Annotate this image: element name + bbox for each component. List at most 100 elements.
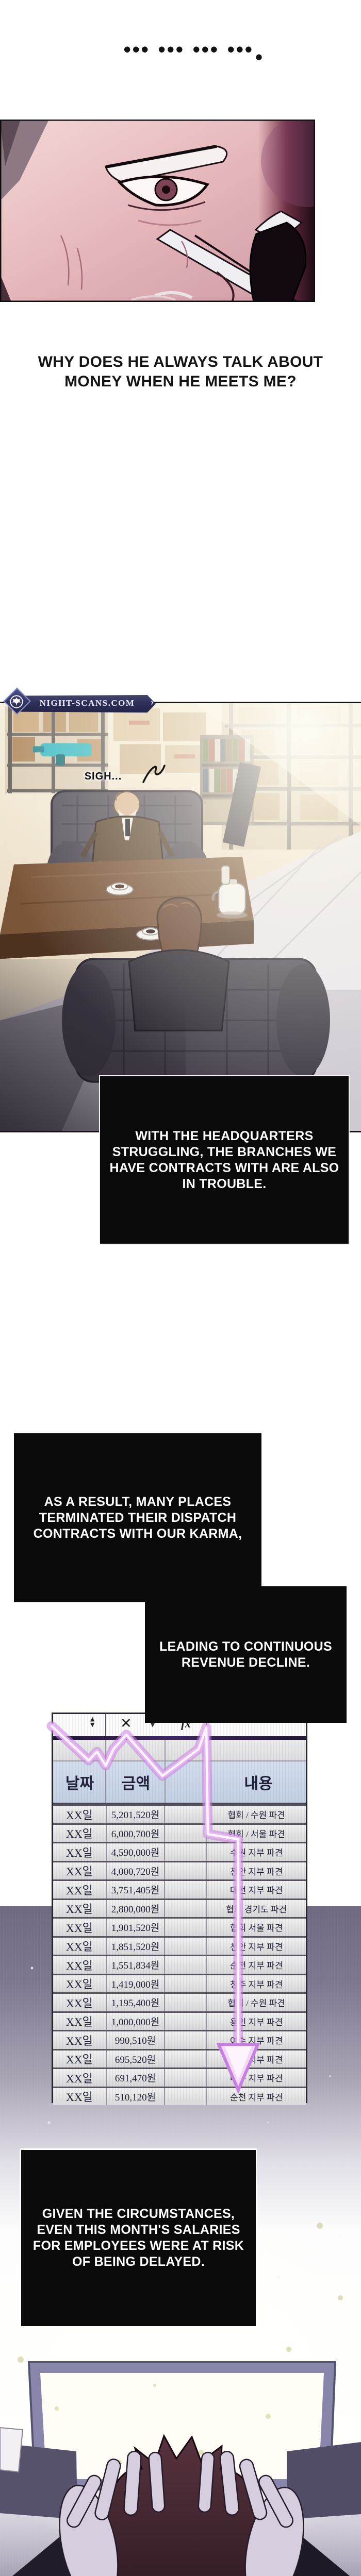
cell-date: XX일 xyxy=(65,1959,93,1972)
banner-chevron-icon: › xyxy=(151,697,154,707)
cell-date: XX일 xyxy=(65,1940,93,1954)
cell-empty xyxy=(164,2050,206,2067)
cell-empty xyxy=(164,1843,206,1861)
cell-amount: 695,520원 xyxy=(105,2050,165,2067)
cell-date: XX일 xyxy=(65,2091,93,2104)
narration-text-1: WITH THE HEADQUARTERS STRUGGLING, THE BR… xyxy=(109,1128,339,1191)
sheet-body: XX일 5,201,520원 협회 / 수원 파견 XX일 6,000,700원 협회 /… xyxy=(53,1804,306,2105)
cancel-icon: ✕ xyxy=(120,1716,132,1732)
eyepatch xyxy=(249,222,307,302)
cell-amount: 990,510원 xyxy=(105,2031,165,2049)
cell-empty xyxy=(164,1937,206,1955)
eye xyxy=(117,175,209,226)
cell-amount: 1,195,400원 xyxy=(105,1994,165,2011)
table-row: XX일 4,590,000원 수원 지부 파견 xyxy=(53,1842,306,1861)
spinner-icons: ▲ ▼ xyxy=(90,1716,94,1727)
table-row: XX일 691,470원 대구 지부 파견 xyxy=(53,2067,306,2087)
cell-amount: 1,551,834원 xyxy=(105,1956,165,1974)
narration-text-3: LEADING TO CONTINUOUS REVENUE DECLINE. xyxy=(159,1639,332,1670)
cell-date: XX일 xyxy=(65,1808,93,1822)
table-row: XX일 1,195,400원 협회 / 수원 파견 xyxy=(53,1992,306,2011)
scanlation-banner: NIGHT-SCANS.COM › xyxy=(3,687,158,717)
cell-empty xyxy=(164,1824,206,1842)
toolbar-separator xyxy=(105,1714,106,1736)
cell-amount: 2,800,000원 xyxy=(105,1900,165,1917)
cell-date: XX일 xyxy=(65,2034,93,2047)
dropdown-icon: ▼ xyxy=(150,1721,155,1728)
cell-empty xyxy=(164,1919,206,1936)
narration-box-4: GIVEN THE CIRCUMSTANCES, EVEN THIS MONTH… xyxy=(20,2148,257,2328)
cell-desc: 천안 지부 파견 xyxy=(206,1862,306,1879)
cell-empty xyxy=(164,2069,206,2087)
cell-amount: 1,000,000원 xyxy=(105,2012,165,2030)
cell-desc: 순천 지부 파견 xyxy=(206,1956,306,1974)
cell-date: XX일 xyxy=(65,2015,93,2029)
cell-empty xyxy=(164,2088,206,2105)
narration-box-1: WITH THE HEADQUARTERS STRUGGLING, THE BR… xyxy=(99,1075,350,1245)
cell-desc: 순천 지부 파견 xyxy=(206,2088,306,2105)
table-row: XX일 5,201,520원 협회 / 수원 파견 xyxy=(53,1804,306,1823)
narration-text-4: GIVEN THE CIRCUMSTANCES, EVEN THIS MONTH… xyxy=(32,2207,244,2269)
cell-empty xyxy=(164,1900,206,1917)
cell-date: XX일 xyxy=(65,2053,93,2066)
cell-desc: 대전 지부 파견 xyxy=(206,1881,306,1899)
monitor-scene-art xyxy=(0,1967,361,2576)
header-amount: 금액 xyxy=(121,1775,151,1792)
cell-amount: 691,470원 xyxy=(105,2069,165,2087)
spinner-up-icon: ▲ xyxy=(90,1716,95,1722)
cell-amount: 3,751,405원 xyxy=(105,1881,165,1899)
sigh-squiggle-icon xyxy=(142,765,166,783)
cell-desc: 천안 지부 파견 xyxy=(206,1937,306,1955)
narration-text-2: AS A RESULT, MANY PLACES TERMINATED THEI… xyxy=(33,1494,242,1541)
cell-date: XX일 xyxy=(65,2072,93,2085)
table-row: XX일 1,551,834원 순천 지부 파견 xyxy=(53,1955,306,1974)
table-row: XX일 510,120원 순천 지부 파견 xyxy=(53,2086,306,2105)
narration-box-2: AS A RESULT, MANY PLACES TERMINATED THEI… xyxy=(14,1433,261,1602)
cell-amount: 6,000,700원 xyxy=(105,1824,165,1842)
cell-date: XX일 xyxy=(65,1846,93,1859)
table-row: XX일 1,901,520원 협회 서울 파견 xyxy=(53,1917,306,1936)
sheet-darkbar xyxy=(53,1736,306,1740)
nose-shadow xyxy=(131,271,235,302)
ellipsis-period: ● xyxy=(255,52,262,61)
monitor xyxy=(27,2361,337,2490)
sigh-text: SIGH... xyxy=(84,771,122,782)
purple-glow xyxy=(261,120,315,207)
ellipsis-text: ●●● ●●● ●●● ●●● ● xyxy=(124,44,262,61)
table-row: XX일 3,751,405원 대전 지부 파견 xyxy=(53,1879,306,1899)
cell-desc: 수원 지부 파견 xyxy=(206,1843,306,1861)
header-date: 날짜 xyxy=(65,1775,94,1792)
cell-date: XX일 xyxy=(65,1903,93,1916)
table-row: XX일 990,510원 여수 지부 파견 xyxy=(53,2030,306,2049)
cell-amount: 1,901,520원 xyxy=(105,1919,165,1936)
table-row: XX일 1,000,000원 용인 지부 파견 xyxy=(53,2011,306,2030)
cell-date: XX일 xyxy=(65,1865,93,1878)
table-row: XX일 1,851,520원 천안 지부 파견 xyxy=(53,1936,306,1955)
cell-amount: 5,201,520원 xyxy=(105,1806,165,1823)
cell-empty xyxy=(164,1862,206,1879)
hair-wedge xyxy=(0,120,49,302)
office-scene-panel xyxy=(0,702,361,1132)
table-row: XX일 1,419,000원 청주 지부 파견 xyxy=(53,1973,306,1992)
cell-desc: 청주 지부 파견 xyxy=(206,1975,306,1992)
cell-date: XX일 xyxy=(65,1996,93,2010)
man-silhouette xyxy=(12,2434,350,2576)
bat-icon xyxy=(10,695,23,708)
face-closeup-panel xyxy=(0,120,315,302)
spinner-down-icon: ▼ xyxy=(90,1721,95,1728)
table-row: XX일 2,800,000원 협회 경기도 파견 xyxy=(53,1898,306,1917)
banner-site-label: NIGHT-SCANS.COM xyxy=(39,698,135,708)
banner-bar xyxy=(15,695,156,713)
table-row: XX일 6,000,700원 협회 / 서울 파견 xyxy=(53,1823,306,1842)
cell-empty xyxy=(164,1994,206,2011)
cell-empty xyxy=(164,2031,206,2049)
hands-clutching xyxy=(59,2450,304,2576)
cell-empty xyxy=(164,1956,206,1974)
narration-box-3: LEADING TO CONTINUOUS REVENUE DECLINE. xyxy=(145,1586,347,1723)
cell-date: XX일 xyxy=(65,1978,93,1991)
monologue-why: WHY DOES HE ALWAYS TALK ABOUT MONEY WHEN… xyxy=(38,353,323,390)
cell-empty xyxy=(164,1806,206,1823)
cell-amount: 4,000,720원 xyxy=(105,1862,165,1879)
cell-amount: 4,590,000원 xyxy=(105,1843,165,1861)
